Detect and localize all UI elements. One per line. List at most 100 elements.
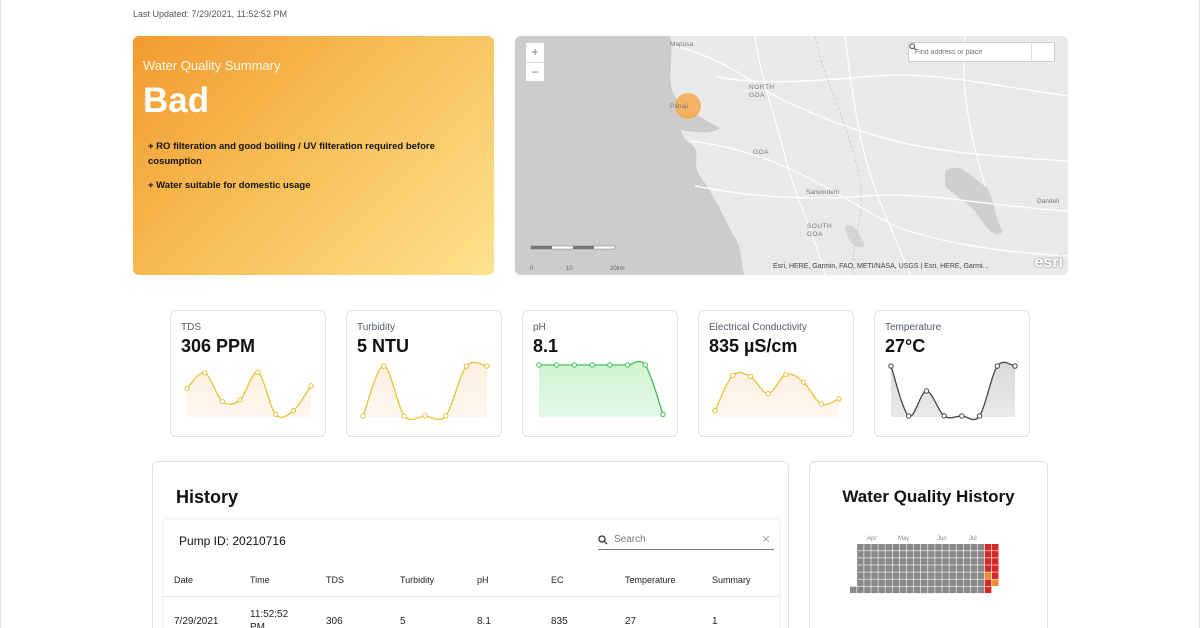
- calendar-day-cell[interactable]: [864, 551, 871, 558]
- calendar-day-cell[interactable]: [949, 558, 956, 565]
- calendar-day-cell[interactable]: [956, 572, 964, 579]
- calendar-day-cell[interactable]: [892, 565, 900, 572]
- calendar-day-cell[interactable]: [857, 579, 864, 587]
- zoom-out-button[interactable]: −: [526, 62, 544, 81]
- calendar-day-cell[interactable]: [885, 572, 893, 579]
- sparkline-point[interactable]: [923, 388, 930, 394]
- calendar-day-cell[interactable]: [921, 544, 928, 551]
- calendar-day-cell[interactable]: [913, 551, 921, 558]
- sparkline-point[interactable]: [589, 362, 595, 368]
- sparkline-point[interactable]: [184, 385, 190, 392]
- sparkline-point[interactable]: [836, 396, 842, 402]
- calendar-day-cell[interactable]: [928, 558, 935, 565]
- calendar-day-cell[interactable]: [857, 551, 864, 558]
- sparkline-point[interactable]: [219, 398, 226, 405]
- calendar-day-cell[interactable]: [963, 565, 971, 572]
- sparkline-point[interactable]: [994, 363, 1000, 369]
- calendar-day-cell[interactable]: [970, 572, 978, 579]
- calendar-day-cell[interactable]: [878, 579, 885, 587]
- sparkline-point[interactable]: [747, 373, 754, 380]
- calendar-day-cell[interactable]: [871, 551, 878, 558]
- calendar-day-cell[interactable]: [906, 544, 914, 551]
- zoom-in-button[interactable]: +: [531, 45, 539, 59]
- calendar-day-cell[interactable]: [942, 544, 949, 551]
- calendar-day-cell[interactable]: [892, 579, 900, 587]
- calendar-day-cell[interactable]: [977, 586, 985, 594]
- calendar-day-cell[interactable]: [885, 586, 893, 594]
- sparkline-point[interactable]: [237, 397, 243, 403]
- calendar-day-cell[interactable]: [949, 544, 956, 551]
- sparkline-point[interactable]: [401, 413, 408, 419]
- calendar-day-cell[interactable]: [892, 572, 900, 579]
- calendar-day-cell[interactable]: [928, 565, 935, 572]
- calendar-day-cell[interactable]: [963, 572, 971, 579]
- calendar-day-cell[interactable]: [871, 565, 878, 572]
- calendar-day-cell[interactable]: [878, 551, 885, 558]
- calendar-day-cell[interactable]: [857, 572, 864, 579]
- column-header-temperature[interactable]: Temperature: [625, 575, 676, 585]
- calendar-day-cell[interactable]: [984, 558, 992, 565]
- calendar-day-cell[interactable]: [949, 586, 956, 594]
- calendar-day-cell[interactable]: [921, 558, 928, 565]
- calendar-day-cell[interactable]: [921, 586, 928, 594]
- calendar-day-cell[interactable]: [899, 572, 907, 579]
- sparkline-point[interactable]: [818, 401, 824, 407]
- calendar-day-cell[interactable]: [935, 558, 942, 565]
- calendar-day-cell[interactable]: [878, 565, 885, 572]
- calendar-day-cell[interactable]: [921, 579, 928, 587]
- calendar-day-cell[interactable]: [899, 544, 907, 551]
- calendar-day-cell[interactable]: [885, 551, 893, 558]
- calendar-day-cell[interactable]: [871, 586, 878, 594]
- calendar-day-cell[interactable]: [984, 544, 992, 551]
- calendar-day-cell[interactable]: [928, 579, 935, 587]
- calendar-day-cell[interactable]: [942, 579, 949, 587]
- calendar-day-cell[interactable]: [992, 558, 999, 565]
- calendar-day-cell[interactable]: [906, 565, 914, 572]
- calendar-day-cell[interactable]: [850, 586, 857, 594]
- calendar-day-cell[interactable]: [992, 544, 999, 551]
- location-map[interactable]: + − Mapusa Panaji NORTH GOA GOA Sanvorde…: [515, 36, 1068, 275]
- column-header-tds[interactable]: TDS: [326, 575, 344, 585]
- calendar-day-cell[interactable]: [857, 558, 864, 565]
- sparkline-point[interactable]: [765, 390, 771, 397]
- calendar-day-cell[interactable]: [899, 565, 907, 572]
- calendar-day-cell[interactable]: [942, 586, 949, 594]
- calendar-day-cell[interactable]: [963, 544, 971, 551]
- calendar-day-cell[interactable]: [871, 544, 878, 551]
- sparkline-point[interactable]: [290, 408, 296, 414]
- calendar-day-cell[interactable]: [928, 586, 935, 594]
- calendar-day-cell[interactable]: [949, 565, 956, 572]
- sparkline-point[interactable]: [800, 379, 807, 385]
- calendar-day-cell[interactable]: [956, 544, 964, 551]
- calendar-day-cell[interactable]: [942, 551, 949, 558]
- column-header-turbidity[interactable]: Turbidity: [400, 575, 435, 585]
- calendar-day-cell[interactable]: [935, 544, 942, 551]
- calendar-day-cell[interactable]: [871, 558, 878, 565]
- calendar-day-cell[interactable]: [956, 558, 964, 565]
- calendar-day-cell[interactable]: [942, 565, 949, 572]
- calendar-day-cell[interactable]: [892, 551, 900, 558]
- calendar-day-cell[interactable]: [899, 558, 907, 565]
- sparkline-point[interactable]: [624, 362, 631, 368]
- calendar-day-cell[interactable]: [935, 579, 942, 587]
- calendar-day-cell[interactable]: [977, 572, 985, 579]
- sparkline-point[interactable]: [202, 370, 208, 376]
- column-header-ec[interactable]: EC: [551, 575, 564, 585]
- calendar-day-cell[interactable]: [977, 565, 985, 572]
- sparkline-point[interactable]: [1012, 363, 1018, 369]
- calendar-day-cell[interactable]: [928, 544, 935, 551]
- calendar-day-cell[interactable]: [857, 565, 864, 572]
- calendar-day-cell[interactable]: [906, 586, 914, 594]
- sparkline-point[interactable]: [554, 362, 560, 368]
- sparkline-point[interactable]: [536, 362, 542, 368]
- calendar-day-cell[interactable]: [921, 565, 928, 572]
- calendar-day-cell[interactable]: [970, 565, 978, 572]
- calendar-day-cell[interactable]: [864, 572, 871, 579]
- calendar-day-cell[interactable]: [949, 572, 956, 579]
- sparkline-point[interactable]: [272, 411, 279, 418]
- calendar-day-cell[interactable]: [864, 579, 871, 587]
- calendar-day-cell[interactable]: [885, 558, 893, 565]
- calendar-day-cell[interactable]: [977, 551, 985, 558]
- sparkline-point[interactable]: [442, 413, 449, 419]
- calendar-day-cell[interactable]: [857, 544, 864, 551]
